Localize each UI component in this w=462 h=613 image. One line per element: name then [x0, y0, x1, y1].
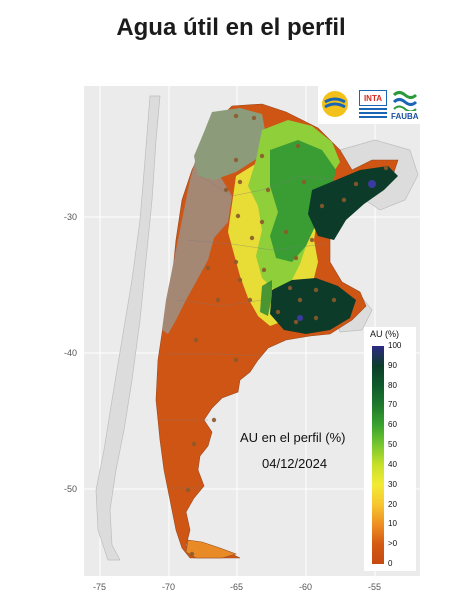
map-annotation-date: 04/12/2024 — [262, 456, 328, 471]
legend-tick-label: >0 — [388, 539, 398, 549]
x-tick-2: -70 — [162, 582, 176, 592]
province-borders — [160, 175, 337, 489]
x-tick-5: -55 — [368, 582, 382, 592]
fauba-wave-icon — [392, 91, 418, 111]
map-annotation-variable: AU en el perfil (%) — [240, 430, 346, 445]
legend-tick-label: 60 — [388, 420, 397, 430]
legend-tick-label: 100 — [388, 341, 402, 350]
legend-tick-label: 50 — [388, 440, 397, 450]
inta-bars-icon — [359, 108, 387, 118]
legend-tick-label: 40 — [388, 459, 397, 469]
legend-tick-label: 0 — [388, 559, 393, 568]
moisture-green-pampas-edge — [260, 280, 272, 316]
tierra-del-fuego — [185, 539, 237, 559]
legend-tick-label: 20 — [388, 499, 397, 509]
legend-color-bar — [372, 346, 384, 564]
inta-logo-text: INTA — [359, 90, 387, 106]
legend-tick-label: 70 — [388, 400, 397, 410]
moisture-dark-green-pampas — [270, 278, 356, 334]
legend-tick-label: 80 — [388, 380, 397, 390]
andes-grey-band — [162, 150, 232, 334]
circle-wave-logo-icon — [322, 91, 348, 117]
legend-tick-label: 10 — [388, 519, 397, 529]
legend-tick-label: 90 — [388, 360, 397, 370]
map-title: Agua útil en el perfil — [116, 14, 346, 41]
color-legend: AU (%) 100 90 80 70 60 50 40 30 20 10 >0 0 — [364, 327, 416, 571]
legend-title: AU (%) — [370, 329, 399, 339]
institution-logos: INTA FAUBA — [318, 86, 420, 124]
x-tick-4: -60 — [299, 582, 313, 592]
x-tick-3: -65 — [230, 582, 244, 592]
y-tick-2: -40 — [64, 348, 78, 358]
weather-stations — [185, 113, 389, 557]
y-tick-3: -50 — [64, 484, 78, 494]
fauba-logo-text: FAUBA — [391, 112, 419, 121]
legend-tick-label: 30 — [388, 479, 397, 489]
y-tick-1: -30 — [64, 212, 78, 222]
northwest-highlands — [194, 108, 266, 180]
x-tick-1: -75 — [93, 582, 107, 592]
moisture-saturated-spots — [297, 180, 376, 321]
